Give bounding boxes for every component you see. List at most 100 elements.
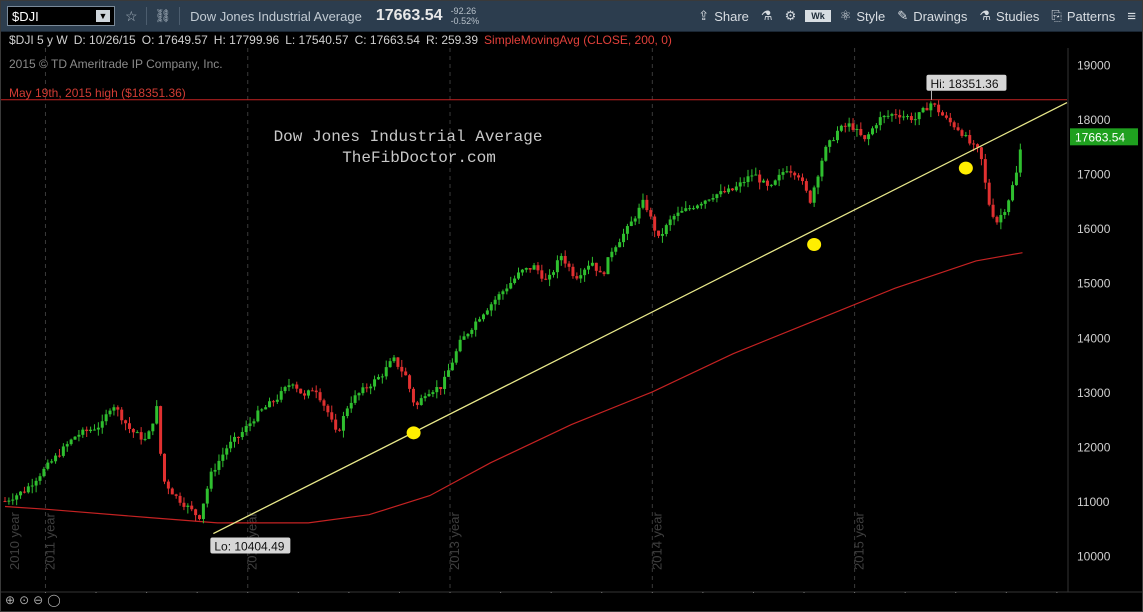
- candle-body: [645, 199, 649, 211]
- candle-body: [26, 486, 30, 493]
- candle-body: [470, 329, 474, 334]
- candle-body: [839, 125, 843, 131]
- candle-body: [520, 269, 524, 273]
- candle-body: [135, 432, 139, 434]
- candle-body: [92, 429, 96, 431]
- candle-body: [637, 207, 641, 219]
- candle-body: [614, 247, 618, 252]
- candle-body: [676, 212, 680, 216]
- candle-body: [349, 402, 353, 409]
- year-label: 2010 year: [7, 512, 22, 570]
- zoom-controls: ⊕ ⊙ ⊖ ◯: [5, 593, 61, 607]
- candle-body: [509, 282, 513, 289]
- candle-body: [598, 270, 602, 273]
- candle-body: [474, 321, 478, 330]
- bar-date: D: 10/26/15: [73, 33, 136, 47]
- candle-body: [478, 319, 482, 322]
- candle-body: [800, 177, 804, 182]
- candle-body: [209, 471, 213, 489]
- candle-body: [299, 388, 303, 394]
- candle-body: [229, 441, 233, 449]
- candle-body: [843, 125, 847, 127]
- patterns-label: Patterns: [1066, 8, 1116, 24]
- candle-body: [746, 176, 750, 183]
- candle-body: [789, 171, 793, 173]
- drawings-button[interactable]: ✎ Drawings: [891, 8, 973, 24]
- candle-body: [493, 299, 497, 305]
- candle-body: [575, 276, 579, 279]
- candle-body: [769, 184, 773, 186]
- aggregation-selector[interactable]: Wk: [805, 10, 831, 22]
- candle-body: [489, 304, 493, 311]
- candle-body: [909, 116, 913, 121]
- candle-body: [812, 187, 816, 203]
- candle-body: [960, 130, 964, 136]
- candle-body: [77, 434, 81, 437]
- candle-body: [820, 160, 824, 177]
- candle-body: [233, 436, 237, 442]
- candle-body: [606, 257, 610, 275]
- candle-body: [450, 362, 454, 371]
- candle-body: [275, 399, 279, 402]
- candle-body: [341, 416, 345, 431]
- candle-body: [711, 198, 715, 200]
- settings-button[interactable]: ⚙: [779, 8, 803, 24]
- candle-body: [501, 291, 505, 295]
- candle-body: [886, 115, 890, 117]
- candle-body: [295, 384, 299, 389]
- candle-body: [139, 432, 143, 440]
- candle-body: [240, 432, 244, 438]
- candle-body: [166, 481, 170, 489]
- chevron-down-icon[interactable]: ▼: [96, 10, 110, 22]
- zoom-out-icon[interactable]: ⊖: [33, 593, 44, 607]
- candle-body: [131, 428, 135, 433]
- candle-body: [719, 191, 723, 195]
- candle-body: [57, 455, 61, 457]
- candle-body: [559, 255, 563, 261]
- candle-body: [874, 125, 878, 129]
- candle-body: [365, 387, 369, 389]
- drawings-label: Drawings: [913, 8, 968, 24]
- symbol-selector[interactable]: $DJI ▼: [7, 6, 115, 26]
- candle-body: [622, 233, 626, 243]
- candle-body: [1018, 149, 1022, 173]
- candle-body: [933, 103, 937, 105]
- candle-body: [326, 405, 330, 413]
- studies-button[interactable]: ⚗ Studies: [973, 8, 1045, 24]
- candle-body: [411, 388, 415, 403]
- candle-body: [583, 269, 587, 276]
- star-icon[interactable]: ☆: [125, 7, 138, 24]
- candle-body: [703, 200, 707, 204]
- candle-body: [439, 387, 443, 390]
- candle-body: [268, 401, 272, 408]
- candle-body: [310, 390, 314, 392]
- pan-icon[interactable]: ◯: [47, 593, 61, 607]
- candle-body: [213, 469, 217, 472]
- share-button[interactable]: ⇪ Share: [692, 8, 755, 24]
- flask-button[interactable]: ⚗: [755, 8, 779, 24]
- candle-body: [287, 385, 291, 388]
- candle-body: [536, 265, 540, 271]
- candle-body: [85, 429, 89, 432]
- axis-scale-icon: ⇕: [1077, 48, 1087, 49]
- patterns-button[interactable]: ⎘ Patterns: [1045, 8, 1121, 24]
- candle-body: [902, 116, 906, 118]
- candle-body: [100, 421, 104, 428]
- candle-body: [50, 461, 54, 463]
- link-icon[interactable]: ⛓: [154, 8, 172, 23]
- style-button[interactable]: ⚛ Style: [834, 8, 892, 24]
- candle-body: [423, 396, 427, 399]
- study-label[interactable]: SimpleMovingAvg (CLOSE, 200, 0): [484, 33, 672, 47]
- zoom-in-icon[interactable]: ⊕: [5, 593, 16, 607]
- menu-icon[interactable]: ≡: [1127, 7, 1136, 25]
- candle-body: [929, 103, 933, 111]
- sma-line: [4, 252, 1023, 524]
- year-label: 2014 year: [649, 512, 664, 570]
- flask-icon: ⚗: [760, 8, 773, 23]
- candle-body: [306, 390, 310, 396]
- zoom-icon[interactable]: ⊙: [19, 593, 30, 607]
- candle-body: [1003, 212, 1007, 216]
- trend-line: [213, 102, 1068, 535]
- lo-label: Lo: 10404.49: [214, 540, 284, 554]
